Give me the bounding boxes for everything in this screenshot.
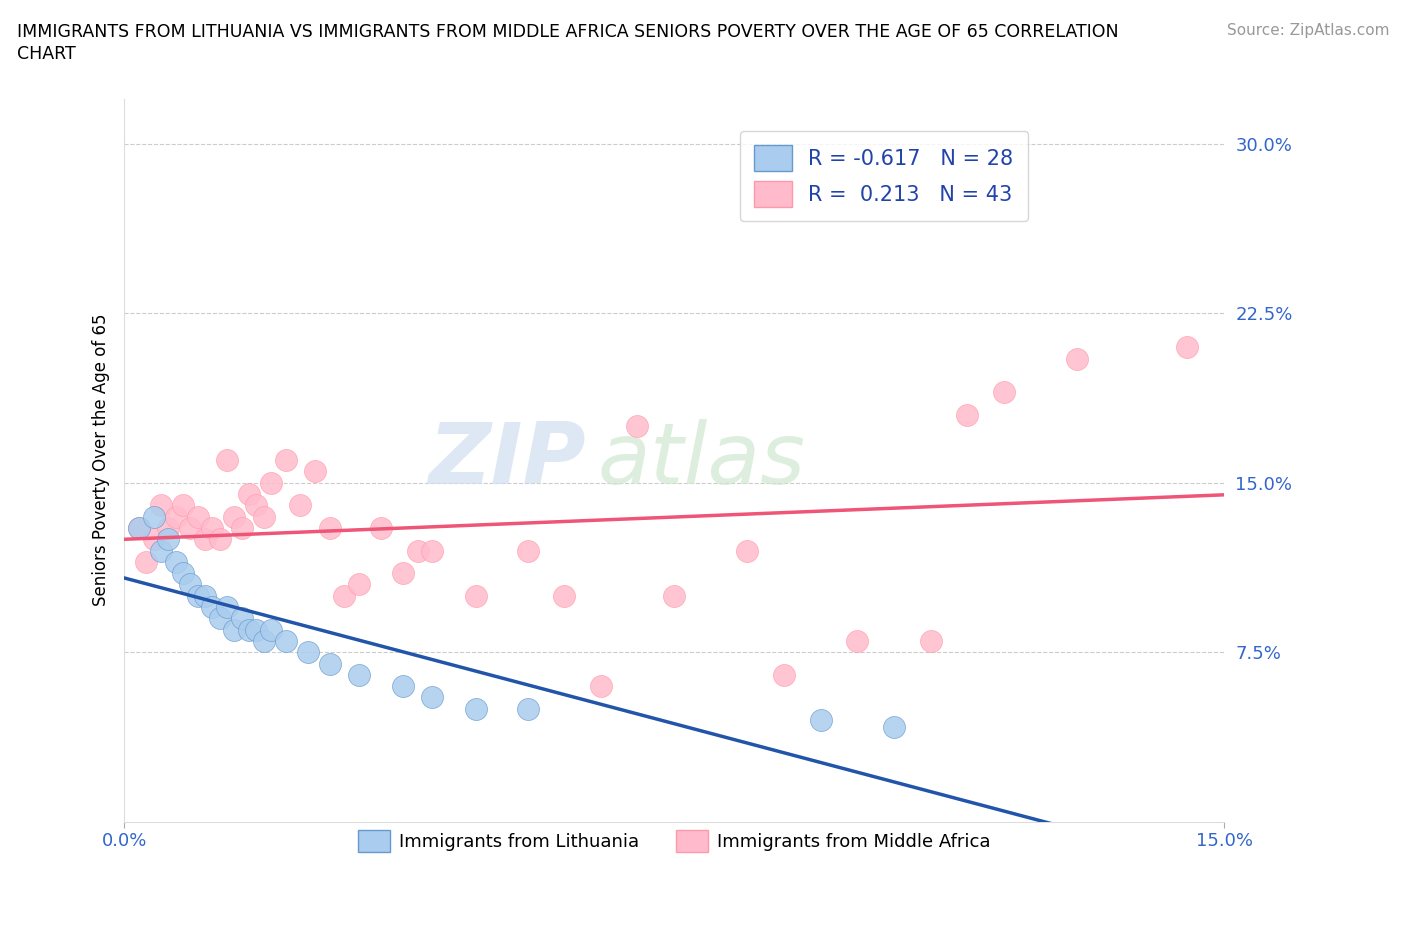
Point: [304, 464, 326, 479]
Point: [208, 611, 231, 626]
Point: [347, 577, 370, 591]
Point: [810, 712, 832, 727]
Point: [179, 521, 201, 536]
Point: [392, 565, 415, 580]
Point: [224, 622, 246, 637]
Point: [589, 679, 612, 694]
Point: [260, 475, 283, 490]
Point: [553, 589, 575, 604]
Point: [516, 701, 538, 716]
Point: [187, 589, 209, 604]
Point: [252, 633, 274, 648]
Point: [224, 510, 246, 525]
Point: [252, 510, 274, 525]
Point: [465, 701, 488, 716]
Point: [194, 589, 217, 604]
Point: [773, 668, 796, 683]
Point: [194, 532, 217, 547]
Point: [215, 453, 238, 468]
Point: [179, 577, 201, 591]
Point: [231, 521, 253, 536]
Point: [318, 656, 340, 671]
Point: [172, 565, 194, 580]
Text: atlas: atlas: [598, 418, 806, 501]
Point: [157, 532, 180, 547]
Point: [157, 521, 180, 536]
Point: [465, 589, 488, 604]
Legend: Immigrants from Lithuania, Immigrants from Middle Africa: Immigrants from Lithuania, Immigrants fr…: [350, 823, 998, 859]
Point: [956, 407, 979, 422]
Point: [142, 510, 165, 525]
Point: [662, 589, 685, 604]
Point: [274, 453, 297, 468]
Point: [172, 498, 194, 512]
Point: [128, 521, 150, 536]
Point: [333, 589, 356, 604]
Point: [201, 521, 224, 536]
Point: [370, 521, 392, 536]
Point: [392, 679, 415, 694]
Point: [993, 385, 1015, 400]
Point: [1177, 339, 1199, 354]
Point: [149, 543, 172, 558]
Point: [846, 633, 869, 648]
Point: [231, 611, 253, 626]
Point: [238, 486, 260, 501]
Point: [201, 600, 224, 615]
Point: [208, 532, 231, 547]
Point: [626, 418, 648, 433]
Point: [245, 622, 267, 637]
Point: [420, 690, 443, 705]
Point: [420, 543, 443, 558]
Point: [274, 633, 297, 648]
Text: Source: ZipAtlas.com: Source: ZipAtlas.com: [1226, 23, 1389, 38]
Point: [1066, 352, 1088, 366]
Point: [142, 532, 165, 547]
Text: IMMIGRANTS FROM LITHUANIA VS IMMIGRANTS FROM MIDDLE AFRICA SENIORS POVERTY OVER : IMMIGRANTS FROM LITHUANIA VS IMMIGRANTS …: [17, 23, 1119, 41]
Point: [406, 543, 429, 558]
Point: [347, 668, 370, 683]
Point: [516, 543, 538, 558]
Point: [238, 622, 260, 637]
Point: [883, 719, 905, 734]
Point: [260, 622, 283, 637]
Y-axis label: Seniors Poverty Over the Age of 65: Seniors Poverty Over the Age of 65: [93, 314, 110, 606]
Point: [165, 554, 187, 569]
Point: [165, 510, 187, 525]
Point: [135, 554, 157, 569]
Point: [297, 644, 319, 659]
Point: [149, 498, 172, 512]
Text: ZIP: ZIP: [429, 418, 586, 501]
Point: [318, 521, 340, 536]
Point: [737, 543, 759, 558]
Point: [290, 498, 312, 512]
Point: [187, 510, 209, 525]
Point: [245, 498, 267, 512]
Text: CHART: CHART: [17, 45, 76, 62]
Point: [215, 600, 238, 615]
Point: [920, 633, 942, 648]
Point: [128, 521, 150, 536]
